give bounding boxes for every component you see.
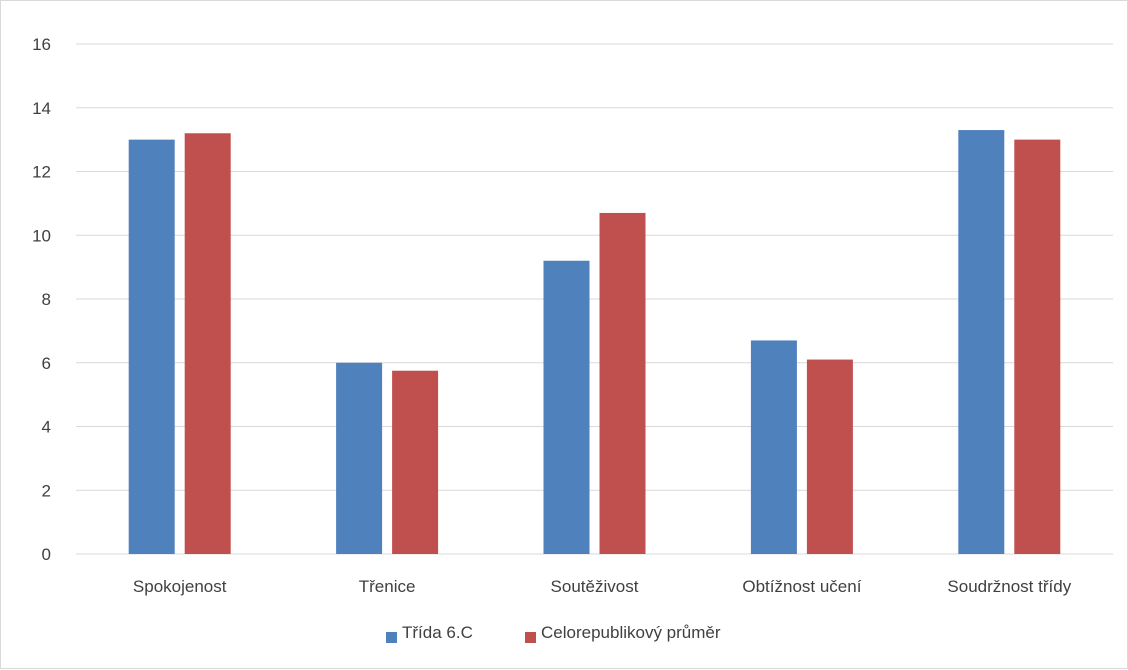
- bar-trida-6c: [336, 362, 383, 554]
- legend-swatch: [386, 632, 397, 643]
- bar-trida-6c: [958, 130, 1005, 554]
- y-tick-label: 10: [32, 226, 51, 245]
- gridlines: [76, 43, 1113, 555]
- bar-celorepublikovy-prumer: [599, 212, 646, 554]
- x-category-label: Spokojenost: [133, 577, 227, 596]
- bar-celorepublikovy-prumer: [184, 133, 231, 554]
- x-category-label: Soutěživost: [551, 577, 639, 596]
- y-tick-label: 6: [42, 354, 51, 373]
- y-tick-label: 0: [42, 545, 51, 564]
- bar-trida-6c: [543, 260, 590, 554]
- x-category-label: Třenice: [359, 577, 416, 596]
- y-tick-label: 4: [42, 418, 51, 437]
- y-tick-label: 16: [32, 35, 51, 54]
- bar-celorepublikovy-prumer: [392, 370, 439, 554]
- bar-trida-6c: [750, 340, 797, 554]
- bar-trida-6c: [128, 139, 175, 554]
- y-axis-tick-labels: 0 2 4 6 8 10 12 14 16: [32, 35, 51, 564]
- legend-swatch: [525, 632, 536, 643]
- x-axis-category-labels: Spokojenost Třenice Soutěživost Obtížnost u…: [133, 577, 1072, 596]
- x-category-label: Soudržnost třídy: [947, 577, 1071, 596]
- legend-label: Celorepublikový průměr: [541, 623, 721, 642]
- x-category-label: Obtížnost učení: [742, 577, 861, 596]
- bars: [128, 130, 1061, 554]
- y-tick-label: 8: [42, 290, 51, 309]
- legend: Třída 6.C Celorepublikový průměr: [386, 623, 721, 643]
- y-tick-label: 12: [32, 163, 51, 182]
- y-tick-label: 14: [32, 99, 51, 118]
- legend-label: Třída 6.C: [402, 623, 473, 642]
- bar-celorepublikovy-prumer: [806, 359, 853, 554]
- bar-celorepublikovy-prumer: [1014, 139, 1061, 554]
- y-tick-label: 2: [42, 481, 51, 500]
